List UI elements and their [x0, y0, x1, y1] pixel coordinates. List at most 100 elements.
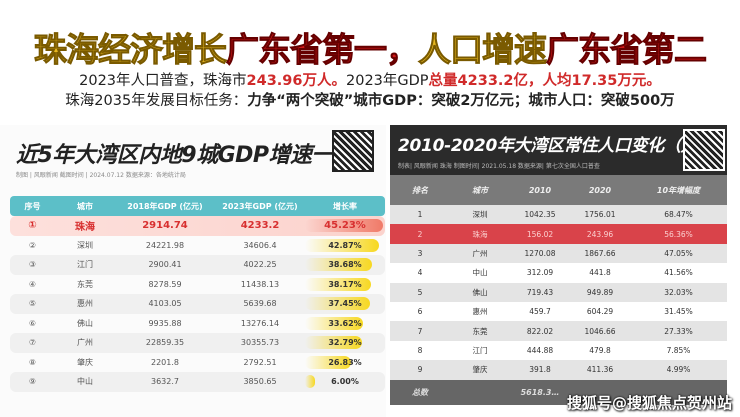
growth-cell: 38.17% [305, 275, 385, 295]
population-table-title: 2010-2020年大湾区常住人口变化（万人） [398, 136, 731, 156]
growth-cell: 6.00% [305, 372, 385, 392]
table-row: ⑨ 中山 3632.7 3850.65 6.00% [10, 372, 385, 392]
table-row: 2 珠海 156.02 243.96 56.36% [390, 224, 727, 244]
growth: 37.45% [328, 299, 362, 309]
watermark: 搜狐号@搜狐焦点贺州站 [566, 394, 732, 412]
population-2020: 441.8 [589, 268, 611, 278]
gdp-2023: 4022.25 [243, 260, 277, 270]
gdp-table-title: 近5年大湾区内地9城GDP增速一览 [16, 143, 355, 168]
total-2010: 5618.3… [520, 387, 560, 397]
column-header: 序号 [24, 201, 41, 211]
table-row: ④ 东莞 8278.59 11438.13 38.17% [10, 275, 385, 295]
table-row: ① 珠海 2914.74 4233.2 45.23% [10, 216, 385, 236]
growth-cell: 32.79% [305, 333, 385, 353]
growth-cell: 38.68% [305, 255, 385, 275]
city: 惠州 [472, 307, 488, 317]
table-row: ⑤ 惠州 4103.05 5639.68 37.45% [10, 294, 385, 314]
population-title-bar: 2010-2020年大湾区常住人口变化（万人） 制表| 风眼新闻 珠海 制图时间… [390, 125, 731, 175]
text: 2023年人口普查，珠海市 [79, 73, 247, 89]
city: 肇庆 [77, 357, 93, 367]
rank: ③ [28, 260, 37, 270]
population-2020: 1046.66 [584, 326, 616, 336]
population-2020: 1756.01 [584, 210, 616, 220]
table-row: ⑧ 肇庆 2201.8 2792.51 26.83% [10, 353, 385, 373]
rank: ⑦ [28, 338, 37, 348]
population-2010: 444.88 [526, 345, 554, 355]
subline-2: 珠海2035年发展目标任务：力争“两个突破”城市GDP：突破2万亿元；城市人口：… [0, 92, 740, 110]
table-row: 1 深圳 1042.35 1756.01 68.47% [390, 205, 727, 225]
city: 中山 [77, 377, 93, 387]
gdp-table: 序号 城市 2018年GDP (亿元) 2023年GDP (亿元) 增长率 ① 珠海 291… [10, 196, 385, 392]
total-label: 总数 [412, 387, 428, 397]
table-row: ⑦ 广州 22859.35 30355.73 32.79% [10, 333, 385, 353]
gdp-table-meta: 制图 | 风眼新闻 截图时间 | 2024.07.12 数据来源：各地统计局 [16, 172, 186, 179]
growth: 47.05% [664, 248, 693, 258]
growth: 32.03% [664, 287, 693, 297]
rank: 9 [417, 365, 423, 375]
growth-bar [305, 238, 379, 252]
population-table: 排名 城市 2010 2020 10年增幅度 1 深圳 1042.35 1756.01 68.4… [390, 175, 727, 405]
growth-cell: 26.83% [305, 353, 385, 373]
rank: ⑥ [28, 318, 37, 328]
population-2010: 822.02 [526, 326, 554, 336]
rank: 7 [417, 326, 423, 336]
text: 珠海2035年发展目标任务： [65, 93, 248, 109]
total-row: 总数 5618.3… [390, 379, 727, 405]
table-row: 8 江门 444.88 479.8 7.85% [390, 340, 727, 361]
gdp-2018: 4103.05 [148, 299, 182, 309]
rank: 3 [417, 248, 423, 258]
rank: 2 [417, 229, 423, 239]
gdp-2018: 24221.98 [145, 240, 185, 250]
text: 力争“两个突破”城市GDP：突破2万亿元；城市人口：突破500万 [247, 93, 675, 109]
city: 惠州 [77, 299, 93, 309]
population-2010: 1042.35 [524, 210, 556, 220]
gdp-2018: 22859.35 [145, 338, 185, 348]
gdp-2023: 11438.13 [240, 279, 280, 289]
column-header: 城市 [77, 201, 93, 211]
growth-bar [305, 355, 352, 369]
growth-bar [305, 336, 362, 349]
city: 佛山 [472, 287, 488, 297]
population-table-meta: 制表| 风眼新闻 珠海 制图时间| 2021.05.18 数据来源| 第七次全国… [398, 163, 600, 170]
table-row: 7 东莞 822.02 1046.66 27.33% [390, 321, 727, 341]
city: 珠海 [75, 222, 95, 234]
column-header: 10年增幅度 [656, 185, 701, 195]
population-2010: 719.43 [526, 287, 554, 297]
headline-part: 广东省第二 [546, 30, 708, 70]
gdp-2023: 3850.65 [243, 377, 277, 387]
growth-cell: 37.45% [305, 294, 385, 314]
gdp-2018: 2914.74 [142, 220, 188, 232]
population-2020: 604.29 [586, 307, 614, 317]
column-header: 2023年GDP (亿元) [222, 201, 298, 211]
city: 东莞 [472, 326, 488, 336]
growth: 27.33% [664, 326, 693, 336]
rank: ⑤ [28, 299, 37, 309]
population-table-header: 排名 城市 2010 2020 10年增幅度 [390, 175, 727, 205]
growth: 6.00% [331, 377, 359, 387]
population-panel: 2010-2020年大湾区常住人口变化（万人） 制表| 风眼新闻 珠海 制图时间… [390, 125, 740, 417]
gdp-2018: 3632.7 [151, 377, 179, 387]
gdp-2018: 2900.41 [148, 260, 182, 270]
population-2020: 949.89 [586, 287, 614, 297]
growth: 38.68% [328, 260, 362, 270]
population-2020: 411.36 [586, 365, 614, 375]
gdp-2018: 8278.59 [148, 279, 182, 289]
text: 总量4233.2亿，人均17.35万元。 [428, 73, 661, 89]
table-row: ⑥ 佛山 9935.88 13276.14 33.62% [10, 314, 385, 334]
growth: 31.45% [664, 307, 693, 317]
qr-code-icon [332, 130, 374, 172]
city: 江门 [77, 260, 93, 270]
table-row: ② 深圳 24221.98 34606.4 42.87% [10, 236, 385, 256]
growth: 42.87% [328, 240, 362, 250]
city: 珠海 [472, 229, 488, 239]
population-2010: 391.8 [529, 365, 551, 375]
gdp-2018: 2201.8 [151, 357, 179, 367]
table-row: 9 肇庆 391.8 411.36 4.99% [390, 360, 727, 380]
column-header: 2018年GDP (亿元) [127, 201, 203, 211]
growth: 56.36% [664, 229, 693, 239]
column-header: 增长率 [333, 201, 357, 211]
city: 肇庆 [472, 365, 488, 375]
growth-bar [305, 297, 370, 310]
population-2020: 1867.66 [584, 248, 616, 258]
rank: 8 [417, 345, 423, 355]
